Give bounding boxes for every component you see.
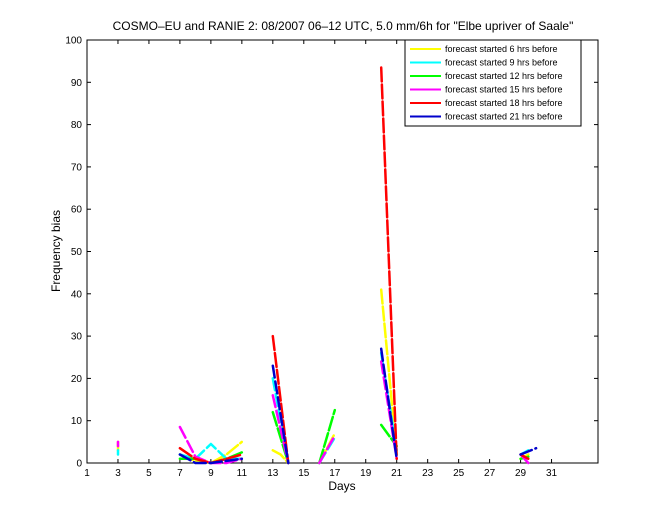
series-layer: [116, 66, 538, 465]
series-line-2: [178, 442, 244, 461]
legend-entry: forecast started 12 hrs before: [445, 71, 563, 81]
legend: forecast started 6 hrs before forecast st…: [404, 39, 582, 127]
x-tick-label: 17: [329, 468, 341, 479]
y-tick-label: 60: [71, 205, 83, 216]
x-tick-label: 9: [208, 468, 214, 479]
legend-box: [404, 39, 582, 127]
x-tick-label: 29: [515, 468, 527, 479]
y-tick-label: 10: [71, 416, 83, 427]
y-tick-label: 50: [71, 247, 83, 258]
y-tick-label: 100: [65, 36, 82, 47]
series-line-6: [379, 347, 398, 461]
x-tick-label: 15: [298, 468, 310, 479]
x-tick-label: 23: [422, 468, 434, 479]
y-tick-label: 70: [71, 162, 83, 173]
x-tick-label: 27: [484, 468, 496, 479]
x-axis-label: Days: [328, 479, 355, 493]
axis-ticks: 1 3 5 7 9 11 13 15 17 19 21 23 25 27 29 310102030405060…: [65, 36, 598, 479]
x-tick-label: 13: [267, 468, 279, 479]
series-line-4: [318, 434, 337, 465]
legend-entry: forecast started 18 hrs before: [445, 98, 563, 108]
series-line-5: [271, 334, 290, 465]
series-line-6: [178, 453, 244, 465]
x-tick-label: 5: [146, 468, 152, 479]
series-line-6: [271, 364, 290, 465]
y-tick-label: 90: [71, 78, 83, 89]
x-tick-label: 7: [177, 468, 183, 479]
series-line-1: [271, 449, 290, 465]
series-line-5: [379, 66, 398, 461]
legend-entry: forecast started 9 hrs before: [445, 58, 558, 68]
series-line-6: [519, 446, 538, 456]
y-tick-label: 40: [71, 289, 83, 300]
x-tick-label: 3: [115, 468, 121, 479]
x-tick-label: 19: [360, 468, 372, 479]
x-tick-label: 21: [391, 468, 403, 479]
series-line-3: [318, 408, 337, 465]
series-line-4: [379, 360, 398, 461]
legend-entry: forecast started 6 hrs before: [445, 44, 558, 54]
x-tick-label: 31: [546, 468, 558, 479]
legend-entry: forecast started 21 hrs before: [445, 112, 563, 122]
x-tick-label: 25: [453, 468, 465, 479]
legend-entry: forecast started 15 hrs before: [445, 85, 563, 95]
y-tick-label: 20: [71, 374, 83, 385]
y-tick-label: 0: [76, 459, 82, 470]
y-tick-label: 80: [71, 120, 83, 131]
y-tick-label: 30: [71, 332, 83, 343]
chart-title: COSMO–EU and RANIE 2: 08/2007 06–12 UTC,…: [113, 19, 574, 33]
y-axis-label: Frequency bias: [49, 210, 63, 292]
x-tick-label: 11: [237, 468, 248, 479]
x-tick-label: 1: [84, 468, 90, 479]
